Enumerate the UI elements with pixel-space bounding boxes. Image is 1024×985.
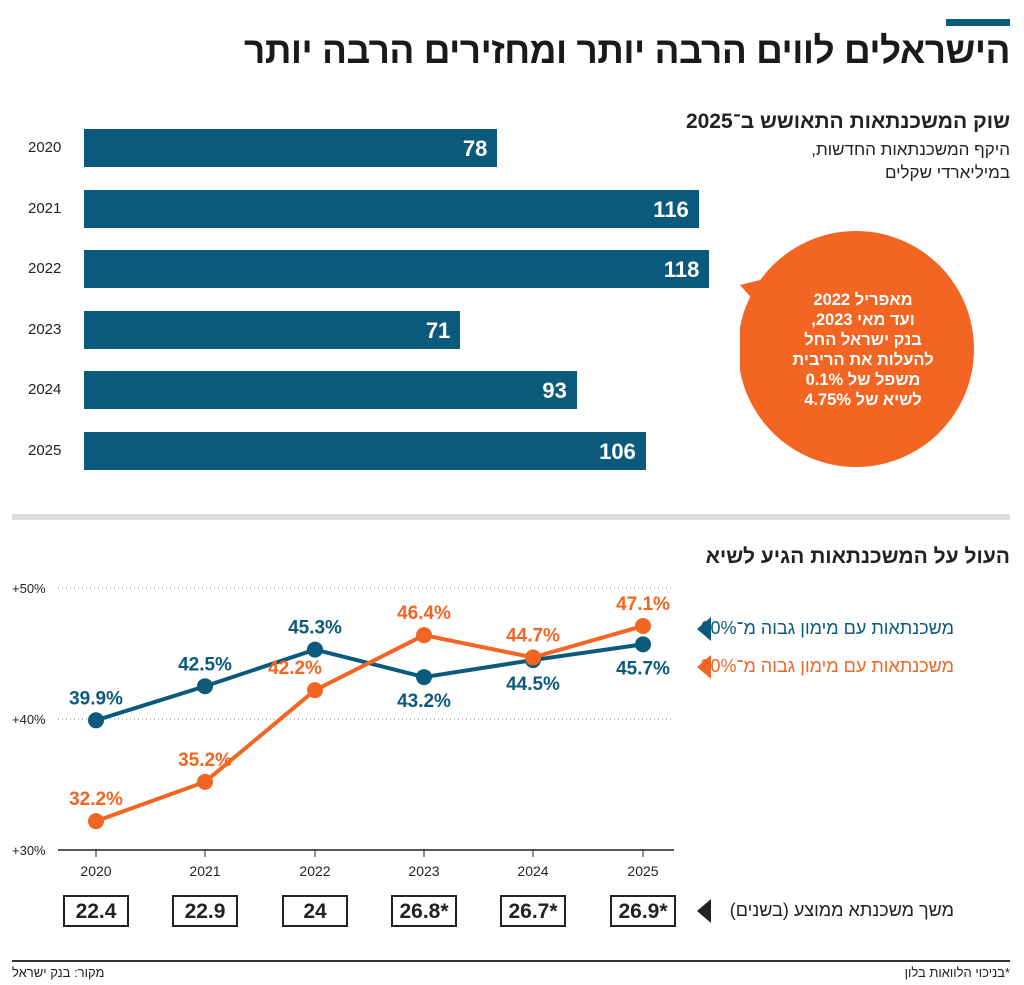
bar-year-label: 2024	[28, 381, 62, 399]
bar: 116	[84, 189, 699, 228]
data-label: 43.2%	[397, 691, 451, 712]
footnote: *בניכוי הלוואות בלון	[904, 965, 1010, 980]
bar-year-label: 2025	[28, 442, 62, 459]
legend-blue-label: משכנתאות עם מימון גבוה מ־60%	[700, 618, 954, 638]
series-line	[95, 624, 644, 824]
data-label: 45.7%	[616, 658, 670, 679]
data-label: 35.2%	[178, 750, 232, 771]
data-label: 42.5%	[178, 654, 232, 675]
bar-value-label: 78	[462, 136, 488, 161]
data-point	[525, 649, 541, 666]
duration-box: 26.7*	[500, 895, 566, 927]
data-point	[307, 641, 323, 658]
line-chart: +30% +40% +50% 2020 2021 2022 2023 2024 2025 39.9…	[12, 581, 674, 879]
data-point	[416, 627, 432, 644]
callout-line: מאפריל 2022	[813, 291, 913, 309]
bar-value-label: 93	[542, 378, 567, 404]
bar: 106	[84, 432, 646, 470]
data-point	[197, 773, 213, 790]
duration-marker-icon	[697, 899, 711, 923]
bar: 71	[84, 310, 461, 349]
bar: 78	[84, 129, 498, 167]
y-tick-label: +30%	[12, 843, 46, 858]
data-point	[635, 617, 651, 634]
callout-line: ועד מאי 2023,	[811, 311, 915, 329]
data-point	[635, 636, 651, 653]
bar: 118	[84, 250, 710, 289]
bar-chart-heading: שוק המשכנתאות התאושש ב־2025	[685, 110, 1010, 133]
y-tick-label: +40%	[12, 712, 46, 727]
data-point	[307, 682, 323, 699]
bar-value-label: 71	[425, 317, 451, 343]
data-label: 32.2%	[69, 789, 123, 810]
bar-year-label: 2020	[28, 139, 62, 156]
data-point	[88, 712, 104, 729]
callout-text: מאפריל 2022 ועד מאי 2023, בנק ישראל החל …	[760, 290, 966, 410]
callout-line: להעלות את הריבית	[792, 351, 934, 369]
duration-box: 26.9*	[610, 895, 676, 927]
duration-label: משך משכנתא ממוצע (בשנים)	[729, 900, 954, 920]
page-title: הישראלים לווים הרבה יותר ומחזירים הרבה י…	[244, 30, 1010, 71]
legend-orange-marker-icon	[697, 655, 711, 679]
callout-line: בנק ישראל החל	[804, 331, 922, 349]
y-tick-label: +50%	[12, 581, 46, 596]
bar-chart-subtitle: היקף המשכנתאות החדשות, במיליארדי שקלים	[750, 138, 1010, 184]
data-label: 47.1%	[616, 594, 670, 615]
bar-value-label: 116	[653, 196, 689, 222]
data-label: 46.4%	[397, 603, 451, 624]
data-label: 39.9%	[69, 688, 123, 709]
subtitle-line: היקף המשכנתאות החדשות,	[811, 140, 1010, 159]
x-tick-label: 2024	[517, 863, 548, 879]
legend-orange-label: משכנתאות עם מימון גבוה מ־30%	[700, 656, 954, 676]
x-tick-label: 2020	[80, 863, 111, 879]
source-note: מקור: בנק ישראל	[12, 965, 105, 980]
bar-value-label: 118	[663, 257, 700, 283]
bar-year-label: 2021	[28, 199, 62, 217]
legend-blue-marker-icon	[697, 617, 711, 641]
data-point	[88, 813, 104, 830]
title-accent-bar	[946, 19, 1010, 26]
data-label: 44.7%	[506, 625, 560, 646]
duration-box: 26.8*	[391, 895, 457, 927]
section-divider	[12, 514, 1010, 520]
footer-divider	[12, 960, 1010, 962]
bar: 93	[84, 371, 577, 410]
data-label: 44.5%	[506, 674, 560, 695]
duration-box: 24	[282, 895, 348, 927]
x-tick-label: 2025	[627, 863, 658, 879]
bar-year-label: 2023	[28, 320, 62, 338]
data-point	[416, 669, 432, 686]
data-point	[197, 678, 213, 695]
line-chart-heading: העול על המשכנתאות הגיע לשיא	[705, 545, 1010, 568]
callout-line: לשיא של 4.75%	[804, 391, 922, 409]
x-tick-label: 2021	[189, 863, 220, 879]
x-tick-label: 2023	[408, 863, 439, 879]
bar-value-label: 106	[599, 439, 636, 464]
callout-bubble	[740, 231, 974, 467]
subtitle-line: במיליארדי שקלים	[884, 163, 1010, 182]
duration-box: 22.4	[63, 895, 129, 927]
duration-box: 22.9	[172, 895, 238, 927]
callout-line: משפל של 0.1%	[805, 371, 921, 389]
data-label: 45.3%	[288, 618, 342, 639]
data-label: 42.2%	[268, 658, 322, 679]
x-tick-label: 2022	[299, 863, 330, 879]
bar-year-label: 2022	[28, 260, 62, 278]
